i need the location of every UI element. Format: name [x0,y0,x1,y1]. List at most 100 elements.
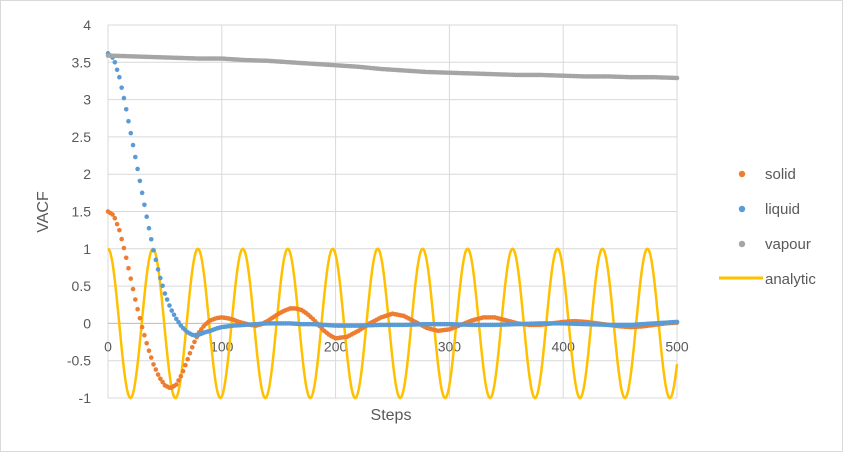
legend-label-liquid: liquid [765,201,800,218]
point-solid [133,297,138,302]
point-solid [173,382,179,387]
point-solid [126,265,131,271]
y-tick-label: 3 [83,92,91,108]
point-solid [160,379,165,385]
y-tick-label: 4 [83,17,91,33]
point-vapour [674,75,680,81]
point-liquid [171,312,177,318]
point-solid [114,221,120,227]
point-liquid [123,107,129,112]
point-liquid [137,178,143,184]
point-liquid [160,283,165,289]
point-liquid [148,236,154,242]
legend-marker-solid [738,170,746,178]
y-axis: -1 -0.5 0 0.5 1 1.5 2 2.5 3 3.5 4 [67,17,91,406]
x-tick-label: 200 [324,338,348,354]
legend-marker-liquid [738,205,746,213]
y-tick-label: 1 [83,241,91,257]
point-liquid [112,60,118,65]
series [105,51,680,400]
y-axis-title: VACF [35,191,52,233]
legend-label-analytic: analytic [765,271,816,288]
legend-item-vapour: vapour [738,236,811,253]
point-liquid [176,319,181,325]
point-liquid [139,190,145,196]
series-analytic [107,247,679,400]
point-solid [130,286,136,292]
point-liquid [153,257,159,263]
point-solid [139,324,145,330]
point-solid [180,368,186,374]
y-tick-label: 2 [83,166,91,182]
point-solid [121,245,127,251]
x-tick-label: 500 [665,338,689,354]
point-solid [119,236,124,242]
y-tick-label: 2.5 [72,129,92,145]
point-solid [185,356,190,362]
point-liquid [167,303,172,308]
point-solid [158,376,163,382]
point-solid [155,372,161,377]
y-tick-label: -0.5 [67,353,91,369]
point-solid [135,306,140,312]
series-liquid [105,51,680,338]
line-analytic [107,247,679,400]
point-solid [151,362,156,367]
y-tick-label: 1.5 [72,204,92,220]
point-solid [192,339,197,345]
point-solid [148,355,154,360]
point-solid [178,373,184,379]
point-liquid [121,95,127,101]
y-tick-label: -1 [79,390,92,406]
x-tick-label: 0 [104,338,112,354]
y-tick-label: 0 [83,315,91,331]
legend-label-vapour: vapour [765,236,811,253]
point-liquid [114,67,120,73]
point-solid [187,350,193,356]
point-solid [123,255,129,261]
point-solid [142,332,147,338]
point-liquid [130,142,136,148]
point-liquid [142,202,147,208]
point-liquid [133,154,138,160]
series-vapour [105,53,680,81]
point-liquid [164,297,170,302]
y-tick-label: 0.5 [72,278,92,294]
x-axis: 0 100 200 300 400 500 [104,322,689,354]
point-liquid [144,214,149,220]
legend-marker-vapour [738,240,746,248]
point-liquid [674,319,680,325]
x-tick-label: 400 [552,338,576,354]
point-solid [128,276,134,281]
point-liquid [126,118,131,124]
point-solid [137,315,143,321]
point-liquid [173,316,179,322]
legend-item-analytic: analytic [719,271,816,288]
point-solid [189,344,195,350]
point-solid [112,215,118,221]
point-solid [153,367,159,372]
point-liquid [146,225,152,231]
point-liquid [117,74,122,80]
point-liquid [128,130,134,136]
y-tick-label: 3.5 [72,54,92,70]
point-liquid [119,85,124,90]
point-solid [117,227,122,233]
point-liquid [169,308,175,313]
point-liquid [135,166,140,172]
legend: solid liquid vapour analytic [719,166,816,288]
point-liquid [162,291,168,296]
legend-item-solid: solid [738,166,796,183]
point-liquid [151,247,156,253]
point-solid [183,362,188,368]
point-solid [110,212,115,217]
point-solid [146,348,152,354]
point-solid [176,378,181,383]
legend-label-solid: solid [765,166,796,183]
legend-item-liquid: liquid [738,201,800,218]
gridlines [107,24,678,399]
x-tick-label: 300 [438,338,462,354]
point-solid [144,340,149,346]
